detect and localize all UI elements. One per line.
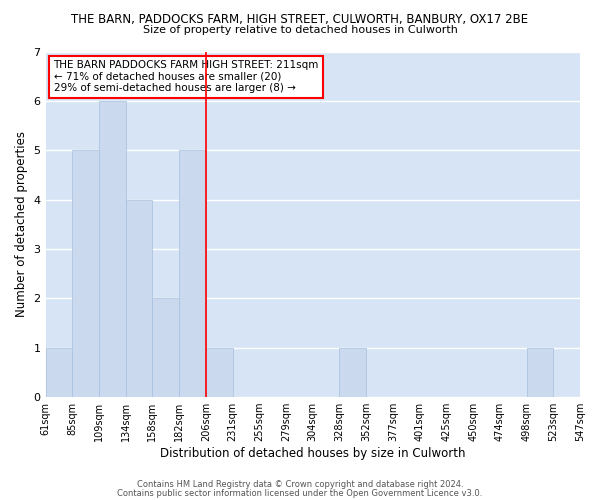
X-axis label: Distribution of detached houses by size in Culworth: Distribution of detached houses by size …: [160, 447, 466, 460]
Text: Size of property relative to detached houses in Culworth: Size of property relative to detached ho…: [143, 25, 457, 35]
Bar: [527, 348, 553, 397]
Text: THE BARN, PADDOCKS FARM, HIGH STREET, CULWORTH, BANBURY, OX17 2BE: THE BARN, PADDOCKS FARM, HIGH STREET, CU…: [71, 12, 529, 26]
Bar: [152, 298, 179, 397]
Bar: [340, 348, 366, 397]
Text: THE BARN PADDOCKS FARM HIGH STREET: 211sqm
← 71% of detached houses are smaller : THE BARN PADDOCKS FARM HIGH STREET: 211s…: [53, 60, 319, 94]
Bar: [46, 348, 72, 397]
Bar: [179, 150, 206, 397]
Bar: [126, 200, 152, 397]
Y-axis label: Number of detached properties: Number of detached properties: [15, 132, 28, 318]
Text: Contains HM Land Registry data © Crown copyright and database right 2024.: Contains HM Land Registry data © Crown c…: [137, 480, 463, 489]
Bar: [99, 101, 126, 397]
Text: Contains public sector information licensed under the Open Government Licence v3: Contains public sector information licen…: [118, 488, 482, 498]
Bar: [206, 348, 233, 397]
Bar: [72, 150, 99, 397]
